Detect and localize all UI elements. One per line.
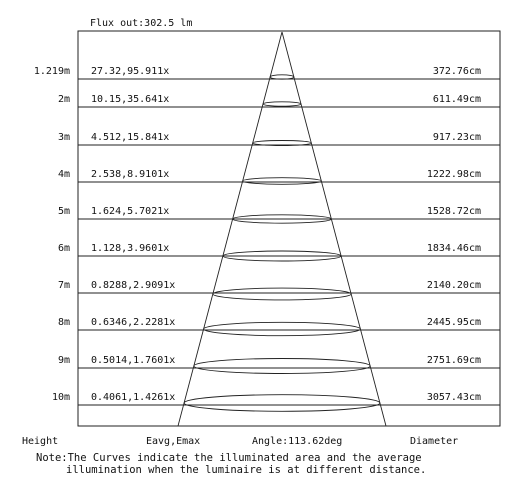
row-height-label: 1.219m (34, 66, 70, 77)
footer-angle-label: Angle:113.62deg (252, 436, 342, 447)
rows-group: 1.219m 27.32,95.911x 372.76cm 2m 10.15,35.64… (34, 66, 500, 412)
row-height-label: 5m (58, 206, 70, 217)
row-illuminance-label: 10.15,35.641x (91, 94, 169, 105)
note-text-1: The Curves indicate the illuminated area… (67, 452, 422, 464)
row-illuminance-label: 2.538,8.9101x (91, 169, 169, 180)
footer-diameter-label: Diameter (410, 436, 458, 447)
row-diameter-label: 1834.46cm (427, 243, 481, 254)
row-illuminance-label: 0.6346,2.2281x (91, 317, 175, 328)
row-diameter-label: 1528.72cm (427, 206, 481, 217)
row-illuminance-label: 1.128,3.9601x (91, 243, 169, 254)
row-illuminance-label: 4.512,15.841x (91, 132, 169, 143)
note: Note:The Curves indicate the illuminated… (36, 452, 426, 476)
illumination-ellipse (193, 358, 371, 374)
cone-right-edge (281, 31, 387, 427)
row-diameter-label: 2751.69cm (427, 355, 481, 366)
row-diameter-label: 372.76cm (433, 66, 481, 77)
illumination-ellipse (183, 394, 381, 412)
row-illuminance-label: 27.32,95.911x (91, 66, 169, 77)
row-illuminance-label: 1.624,5.7021x (91, 206, 169, 217)
note-text-2: illumination when the luminaire is at di… (66, 464, 427, 476)
row-diameter-label: 2140.20cm (427, 280, 481, 291)
row-illuminance-label: 0.8288,2.9091x (91, 280, 175, 291)
note-line-1: Note:The Curves indicate the illuminated… (36, 452, 426, 464)
row-height-label: 8m (58, 317, 70, 328)
row-height-label: 3m (58, 132, 70, 143)
illumination-ellipse (269, 74, 295, 80)
illumination-ellipse (262, 101, 302, 107)
note-label: Note: (36, 452, 68, 464)
row-diameter-label: 611.49cm (433, 94, 481, 105)
row-diameter-label: 1222.98cm (427, 169, 481, 180)
footer-height-label: Height (22, 436, 58, 447)
illumination-ellipse (212, 287, 352, 301)
illumination-ellipse (252, 140, 312, 146)
diagram-frame (77, 30, 501, 427)
row-diameter-label: 2445.95cm (427, 317, 481, 328)
flux-label: Flux out:302.5 lm (90, 18, 192, 29)
cone-left-edge (177, 31, 283, 427)
illumination-ellipse (232, 214, 332, 224)
illumination-ellipse (222, 250, 342, 262)
footer-eavg-label: Eavg,Emax (146, 436, 200, 447)
row-height-label: 2m (58, 94, 70, 105)
row-height-label: 10m (52, 392, 70, 403)
row-height-label: 9m (58, 355, 70, 366)
row-illuminance-label: 0.4061,1.4261x (91, 392, 175, 403)
note-line-2: illumination when the luminaire is at di… (36, 464, 426, 476)
row-height-label: 4m (58, 169, 70, 180)
row-illuminance-label: 0.5014,1.7601x (91, 355, 175, 366)
row-height-label: 7m (58, 280, 70, 291)
row-diameter-label: 917.23cm (433, 132, 481, 143)
illumination-ellipse (203, 321, 361, 337)
row-diameter-label: 3057.43cm (427, 392, 481, 403)
illumination-ellipse (242, 177, 322, 185)
row-height-label: 6m (58, 243, 70, 254)
